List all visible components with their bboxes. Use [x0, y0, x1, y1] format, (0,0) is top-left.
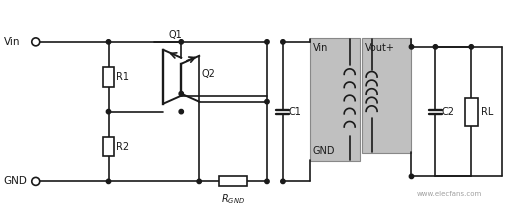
- Circle shape: [281, 179, 285, 184]
- Text: Vout+: Vout+: [364, 43, 394, 53]
- Circle shape: [179, 109, 184, 114]
- Circle shape: [265, 179, 269, 184]
- Circle shape: [265, 100, 269, 104]
- Bar: [310, 38, 360, 161]
- Text: C2: C2: [442, 107, 454, 117]
- Bar: [465, 98, 478, 126]
- Text: Vin: Vin: [313, 43, 328, 53]
- Bar: [219, 176, 247, 186]
- Bar: [103, 136, 114, 156]
- Text: Q2: Q2: [201, 69, 215, 79]
- Text: Q1: Q1: [169, 30, 182, 40]
- Text: R1: R1: [116, 72, 129, 82]
- Text: GND: GND: [313, 146, 336, 156]
- Text: $R_{GND}$: $R_{GND}$: [221, 192, 245, 206]
- Circle shape: [265, 40, 269, 44]
- Circle shape: [179, 92, 184, 96]
- Circle shape: [179, 40, 184, 44]
- Circle shape: [107, 40, 111, 44]
- Circle shape: [409, 174, 414, 178]
- Circle shape: [469, 45, 474, 49]
- Circle shape: [197, 179, 202, 184]
- Circle shape: [409, 45, 414, 49]
- Bar: [362, 38, 412, 154]
- Text: RL: RL: [481, 107, 494, 117]
- Circle shape: [107, 179, 111, 184]
- Circle shape: [433, 45, 437, 49]
- Bar: [103, 67, 114, 87]
- Text: R2: R2: [116, 142, 130, 151]
- Text: C1: C1: [289, 107, 302, 117]
- Text: www.elecfans.com: www.elecfans.com: [417, 191, 482, 197]
- Text: GND: GND: [4, 176, 28, 186]
- Circle shape: [281, 40, 285, 44]
- Circle shape: [107, 109, 111, 114]
- Text: Vin: Vin: [4, 37, 20, 47]
